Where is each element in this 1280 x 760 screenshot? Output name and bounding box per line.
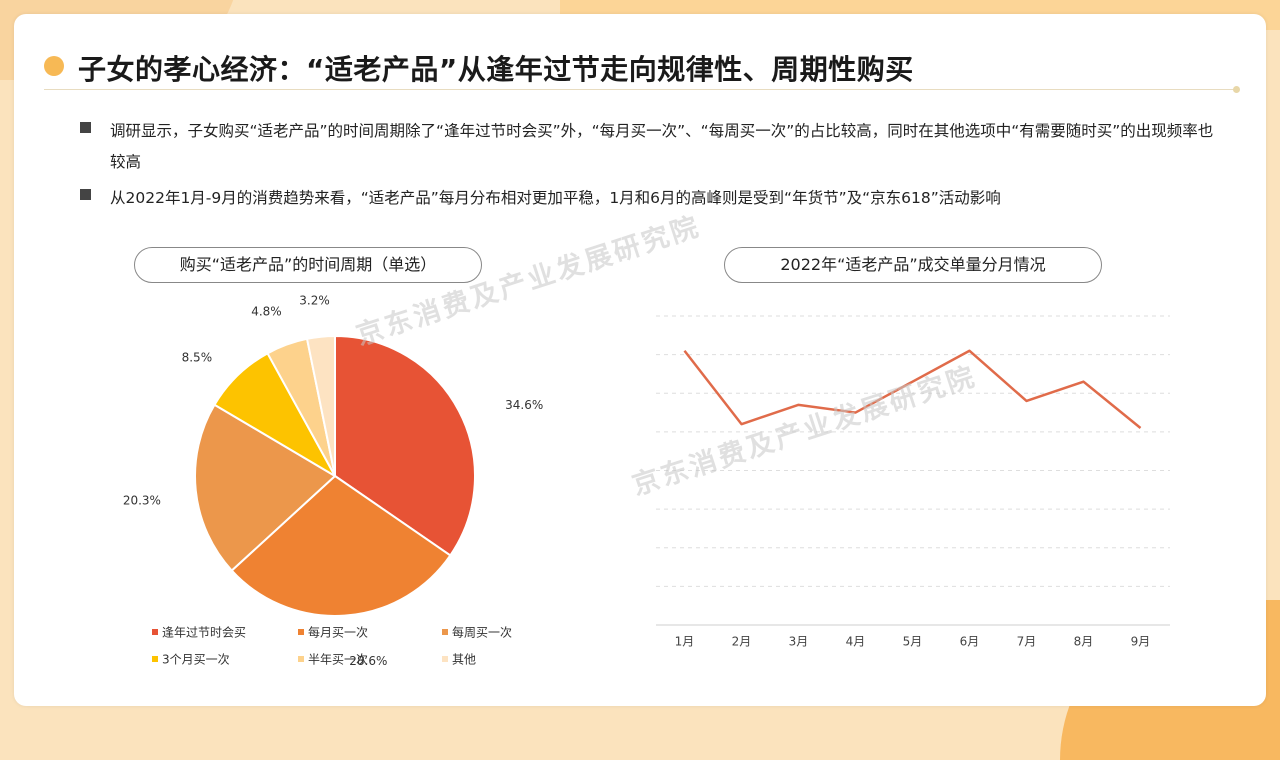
pie-chart-title: 购买“适老产品”的时间周期（单选）: [134, 247, 482, 283]
legend-swatch: [298, 629, 304, 635]
bullet-square-icon: [80, 189, 91, 200]
bullet-square-icon: [80, 122, 91, 133]
legend-swatch: [442, 629, 448, 635]
legend-label: 其他: [452, 653, 476, 667]
pie-data-label: 8.5%: [182, 351, 213, 365]
pie-data-label: 34.6%: [505, 398, 543, 412]
x-tick-label: 9月: [1131, 635, 1151, 649]
x-tick-label: 3月: [789, 635, 809, 649]
bullet-text: 调研显示，子女购买“适老产品”的时间周期除了“逢年过节时会买”外，“每月买一次”…: [110, 116, 1220, 178]
legend-label: 半年买一次: [308, 653, 368, 667]
bullet-text: 从2022年1月-9月的消费趋势来看，“适老产品”每月分布相对更加平稳，1月和6…: [110, 183, 1220, 214]
x-tick-label: 1月: [675, 635, 695, 649]
legend-label: 3个月买一次: [162, 653, 230, 667]
x-tick-label: 5月: [903, 635, 923, 649]
legend-label: 每周买一次: [452, 625, 512, 640]
legend-swatch: [298, 656, 304, 662]
pie-data-label: 3.2%: [299, 293, 330, 307]
line-chart-title: 2022年“适老产品”成交单量分月情况: [724, 247, 1102, 283]
legend-label: 逢年过节时会买: [162, 626, 246, 640]
pie-data-label: 4.8%: [251, 305, 282, 319]
pie-data-label: 20.3%: [123, 493, 161, 507]
legend-label: 每月买一次: [308, 625, 368, 640]
line-chart: 1月 2月 3月 4月 5月 6月 7月 8月 9月: [640, 290, 1200, 670]
title-dot-icon: [44, 56, 64, 76]
x-tick-label: 8月: [1074, 635, 1094, 649]
legend-swatch: [152, 656, 158, 662]
page-title: 子女的孝心经济：“适老产品”从逢年过节走向规律性、周期性购买: [78, 48, 914, 88]
legend-swatch: [442, 656, 448, 662]
legend-swatch: [152, 629, 158, 635]
divider-end-dot: [1233, 86, 1240, 93]
x-tick-label: 4月: [846, 635, 866, 649]
x-tick-label: 6月: [960, 635, 980, 649]
x-tick-label: 7月: [1017, 635, 1037, 649]
title-divider: [44, 89, 1236, 90]
x-tick-label: 2月: [732, 635, 752, 649]
series-line: [685, 351, 1141, 428]
pie-chart: 34.6%28.6%20.3%8.5%4.8%3.2%逢年过节时会买每月买一次每…: [40, 290, 640, 710]
